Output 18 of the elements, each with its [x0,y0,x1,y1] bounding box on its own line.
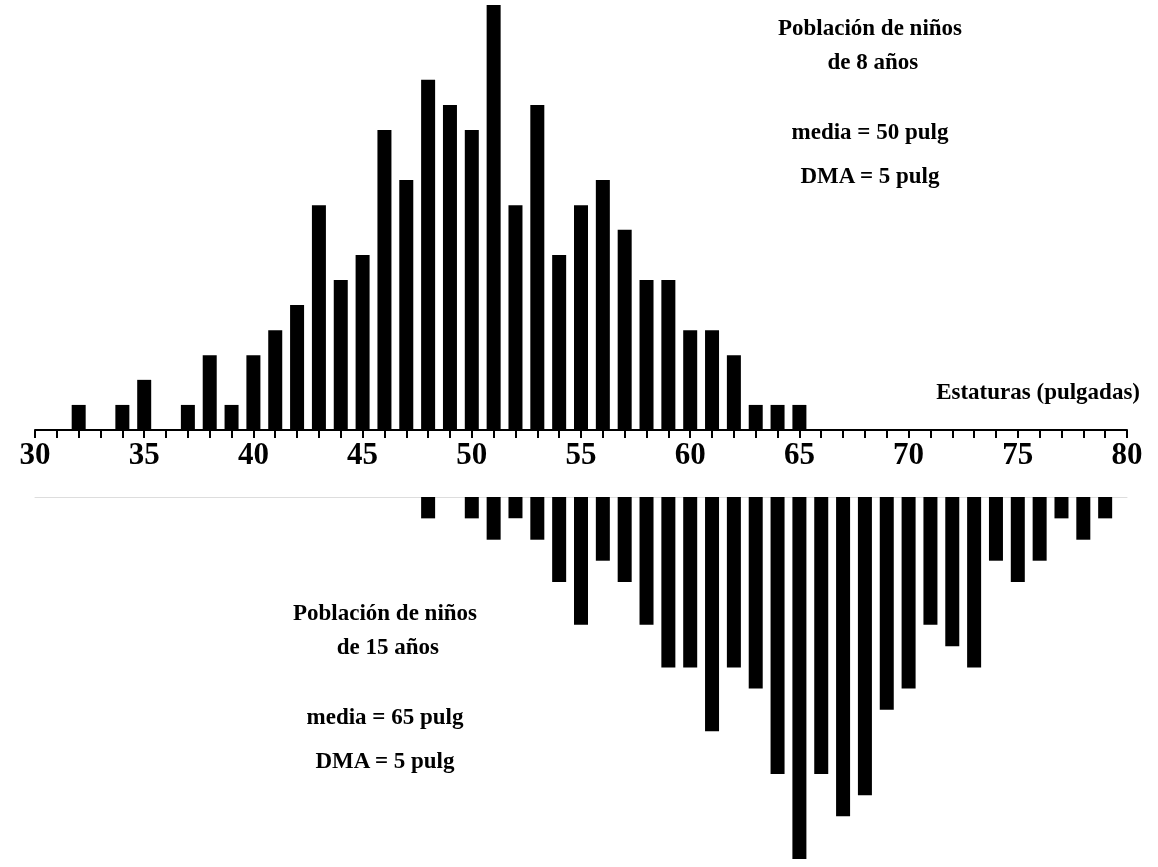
annotation: media = 65 pulg [306,703,464,729]
x-tick-label: 50 [456,436,488,471]
x-tick-label: 80 [1111,436,1143,471]
x-axis-title: Estaturas (pulgadas) [936,379,1141,404]
x-tick-label: 40 [237,436,269,471]
x-tick-label: 55 [565,436,597,471]
annotation: Población de niños de 8 años [777,14,963,74]
x-tick-label: 30 [19,436,51,471]
annotation: Población de niños de 15 años [292,599,478,659]
x-tick-label: 60 [674,436,706,471]
x-tick-label: 35 [128,436,160,471]
x-tick-label: 45 [347,436,379,471]
annotation: DMA = 5 pulg [315,747,455,773]
x-tick-label: 65 [783,436,815,471]
x-tick-label: 70 [893,436,925,471]
x-tick-label: 75 [1002,436,1034,471]
annotation: media = 50 pulg [791,118,949,144]
annotation: DMA = 5 pulg [800,162,940,188]
